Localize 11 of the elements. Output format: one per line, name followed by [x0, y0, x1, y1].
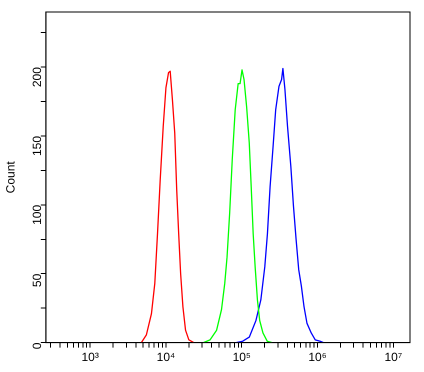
- x-tick-label: 10⁵: [232, 350, 251, 364]
- x-tick-label: 10³: [81, 350, 99, 364]
- x-tick-label: 10⁴: [156, 350, 176, 364]
- y-tick-label: 150: [30, 136, 44, 156]
- x-tick-label: 10⁶: [308, 350, 327, 364]
- y-tick-label: 200: [30, 66, 44, 88]
- y-tick-label: 0: [30, 342, 44, 350]
- y-axis-title: Count: [4, 160, 18, 194]
- x-tick-label: 10⁷: [384, 350, 402, 364]
- y-tick-label: 100: [30, 204, 44, 225]
- y-tick-label: 50: [30, 273, 44, 288]
